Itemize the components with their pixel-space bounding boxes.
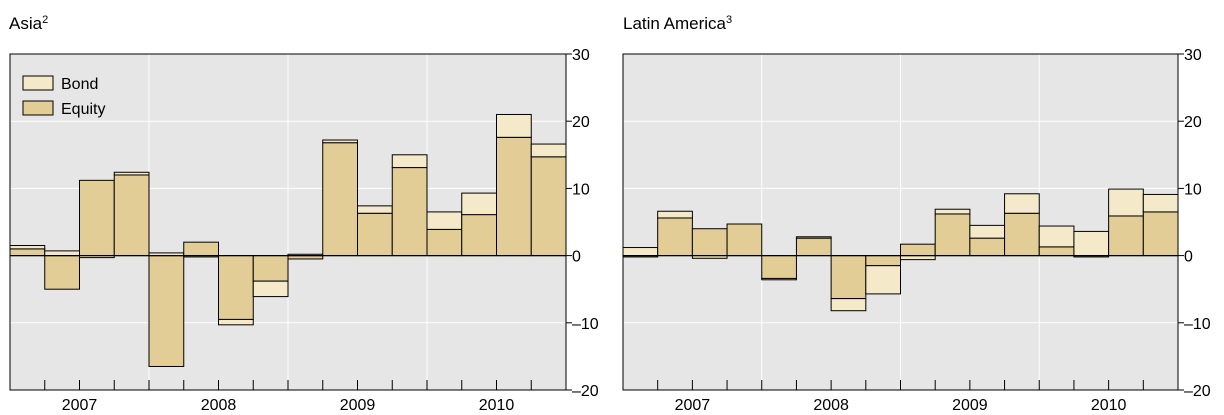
- y-tick-label: 10: [572, 181, 590, 198]
- y-tick-label: 0: [1184, 249, 1193, 266]
- bar-equity: [322, 142, 358, 257]
- x-tick-label: 2007: [675, 397, 711, 414]
- bar-equity: [113, 174, 150, 257]
- bar-equity: [391, 167, 428, 257]
- bar-bond: [391, 154, 428, 169]
- bar-equity: [148, 255, 185, 367]
- bar-equity: [657, 217, 693, 257]
- x-tick-label: 2009: [340, 397, 376, 414]
- legend-label-bond: Bond: [61, 76, 98, 93]
- bar-bond: [218, 318, 254, 326]
- y-tick-label: –20: [1184, 383, 1211, 400]
- bar-equity: [496, 136, 532, 257]
- bar-equity: [218, 255, 254, 320]
- bar-bond: [1038, 225, 1075, 248]
- latam-title-text: Latin America: [623, 14, 726, 33]
- bar-equity: [1004, 212, 1040, 257]
- asia-title-text: Asia: [9, 14, 43, 33]
- bar-bond: [969, 224, 1006, 239]
- legend-swatch-equity: [22, 100, 54, 116]
- asia-chart-title: Asia2: [9, 14, 48, 34]
- y-tick-label: –10: [572, 316, 599, 333]
- x-tick-label: 2008: [201, 397, 237, 414]
- legend-swatch-bond: [22, 75, 54, 91]
- bar-bond: [761, 277, 797, 281]
- bar-equity: [426, 228, 463, 257]
- bar-bond: [830, 298, 867, 312]
- y-tick-label: 30: [572, 47, 590, 64]
- asia-title-footnote: 2: [42, 14, 49, 26]
- x-tick-label: 2008: [813, 397, 849, 414]
- legend-label-equity: Equity: [61, 101, 105, 118]
- bar-equity: [969, 237, 1006, 257]
- bar-bond: [900, 255, 936, 261]
- y-tick-label: –20: [572, 383, 599, 400]
- bar-equity: [865, 255, 901, 267]
- bar-bond: [1142, 193, 1179, 213]
- x-tick-label: 2009: [952, 397, 988, 414]
- bar-equity: [1038, 246, 1075, 257]
- legend: Bond Equity: [22, 75, 105, 118]
- bar-equity: [1142, 211, 1179, 257]
- y-tick-label: 10: [1184, 181, 1202, 198]
- bar-bond: [622, 247, 659, 257]
- bar-equity: [691, 228, 728, 257]
- y-tick-label: 20: [572, 114, 590, 131]
- latam-title-footnote: 3: [726, 14, 733, 26]
- bar-equity: [726, 223, 763, 257]
- bar-bond: [252, 280, 289, 298]
- bar-bond: [496, 113, 532, 138]
- bar-bond: [322, 139, 358, 144]
- bar-equity: [934, 213, 971, 257]
- bar-equity: [900, 243, 936, 257]
- bar-equity: [795, 237, 832, 257]
- x-tick-label: 2007: [62, 397, 98, 414]
- bar-equity: [830, 255, 867, 300]
- bar-bond: [934, 208, 971, 215]
- bar-bond: [865, 265, 901, 295]
- y-tick-label: 30: [1184, 47, 1202, 64]
- bar-bond: [1108, 188, 1144, 217]
- bar-equity: [530, 156, 567, 257]
- bar-bond: [1004, 193, 1040, 214]
- y-tick-label: 20: [1184, 114, 1202, 131]
- x-tick-label: 2010: [479, 397, 515, 414]
- bar-bond: [795, 236, 832, 239]
- bar-equity: [1108, 215, 1144, 257]
- bar-equity: [252, 255, 289, 282]
- x-tick-label: 2010: [1091, 397, 1127, 414]
- bar-bond: [657, 210, 693, 219]
- y-tick-label: 0: [572, 249, 581, 266]
- bar-equity: [79, 179, 115, 257]
- latam-chart-title: Latin America3: [623, 14, 732, 34]
- y-tick-label: –10: [1184, 316, 1211, 333]
- bar-bond: [1073, 230, 1110, 257]
- bar-equity: [761, 255, 797, 279]
- bar-bond: [113, 171, 150, 176]
